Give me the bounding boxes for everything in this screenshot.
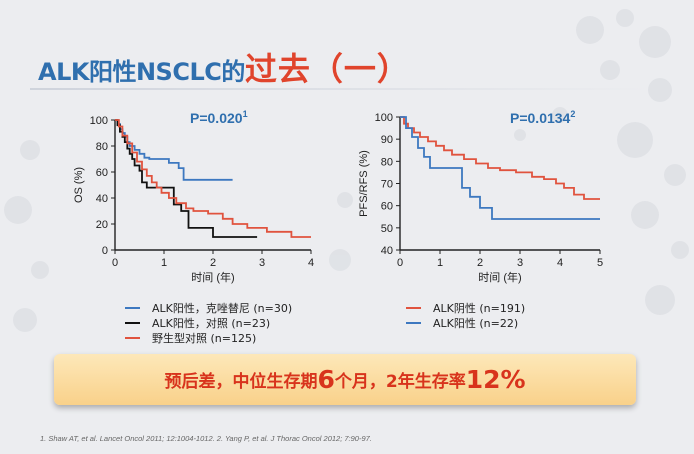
legend-swatch: [406, 321, 421, 324]
y-tick-label: 80: [381, 156, 393, 168]
x-tick-label: 0: [112, 257, 118, 269]
km-curve-series-2: [115, 119, 258, 238]
x-tick-label: 2: [210, 257, 216, 269]
x-tick-label: 4: [557, 257, 563, 269]
banner-text-3: 2年生存率: [385, 372, 466, 392]
os-chart: 0 20 40 60 80 100 0 1 2 3 4 时间 (年) OS (%) P=0.0201: [73, 109, 314, 284]
legend-item: ALK阳性，对照 (n=23): [125, 315, 292, 330]
x-axis-label: 时间 (年): [191, 270, 234, 284]
y-axis-label: OS (%): [73, 167, 85, 203]
y-tick-label: 90: [381, 134, 393, 146]
x-tick-label: 2: [477, 257, 483, 269]
x-tick-label: 4: [308, 257, 314, 269]
y-tick-label: 100: [375, 112, 393, 124]
km-curve-series-1: [400, 116, 600, 200]
pfs-chart: 40 50 60 70 80 90 100 0 1 2 3 4 5 时间 (年) PFS/RFS (%) P=…: [358, 109, 603, 284]
legend-label: 野生型对照 (n=125): [152, 331, 257, 345]
legend-swatch: [406, 306, 421, 309]
y-tick-label: 70: [381, 179, 393, 191]
y-axis-label: PFS/RFS (%): [358, 150, 370, 217]
x-tick-label: 3: [517, 257, 523, 269]
y-tick-label: 20: [96, 219, 108, 231]
x-axis-label: 时间 (年): [478, 270, 521, 284]
legend-item: ALK阳性 (n=22): [406, 315, 525, 330]
os-legend: ALK阳性，克唑替尼 (n=30) ALK阳性，对照 (n=23) 野生型对照 (n…: [125, 300, 292, 345]
title-part2: 过去（一）: [244, 50, 410, 88]
banner-text-2: 个月，: [334, 372, 386, 392]
y-tick-label: 60: [381, 201, 393, 213]
y-tick-label: 0: [102, 245, 108, 257]
banner-number-rate: 12%: [465, 365, 526, 394]
y-tick-label: 40: [96, 193, 108, 205]
y-tick-label: 60: [96, 167, 108, 179]
p-value-label: P=0.01342: [510, 109, 575, 126]
y-tick-label: 40: [381, 245, 393, 257]
x-tick-label: 3: [259, 257, 265, 269]
p-value-ref: 2: [570, 109, 575, 119]
legend-label: ALK阳性，克唑替尼 (n=30): [152, 301, 293, 315]
km-curve-series-2: [400, 116, 600, 220]
summary-banner: 预后差，中位生存期 6 个月， 2年生存率 12%: [54, 354, 636, 405]
banner-text-1: 预后差，中位生存期: [164, 372, 318, 392]
legend-label: ALK阳性 (n=22): [433, 316, 519, 330]
x-tick-label: 5: [597, 257, 603, 269]
p-value-ref: 1: [243, 109, 248, 119]
legend-item: ALK阳性，克唑替尼 (n=30): [125, 300, 292, 315]
title-part1: ALK阳性NSCLC的: [38, 58, 245, 86]
legend-swatch: [125, 321, 140, 324]
legend-swatch: [125, 336, 140, 339]
legend-swatch: [125, 306, 140, 309]
legend-item: ALK阴性 (n=191): [406, 300, 525, 315]
y-tick-label: 50: [381, 223, 393, 235]
x-tick-label: 1: [437, 257, 443, 269]
footnote: 1. Shaw AT, et al. Lancet Oncol 2011; 12…: [40, 434, 372, 443]
p-value-label: P=0.0201: [190, 109, 248, 126]
title-divider: [30, 88, 650, 90]
y-tick-label: 80: [96, 141, 108, 153]
banner-number-months: 6: [317, 365, 335, 394]
slide-title: ALK阳性NSCLC的过去（一）: [38, 44, 410, 90]
km-curve-series-3: [115, 119, 311, 238]
legend-label: ALK阳性，对照 (n=23): [152, 316, 271, 330]
legend-label: ALK阴性 (n=191): [433, 301, 526, 315]
x-tick-label: 1: [161, 257, 167, 269]
x-tick-label: 0: [397, 257, 403, 269]
pfs-legend: ALK阴性 (n=191) ALK阳性 (n=22): [406, 300, 525, 330]
legend-item: 野生型对照 (n=125): [125, 330, 292, 345]
y-tick-label: 100: [90, 115, 108, 127]
